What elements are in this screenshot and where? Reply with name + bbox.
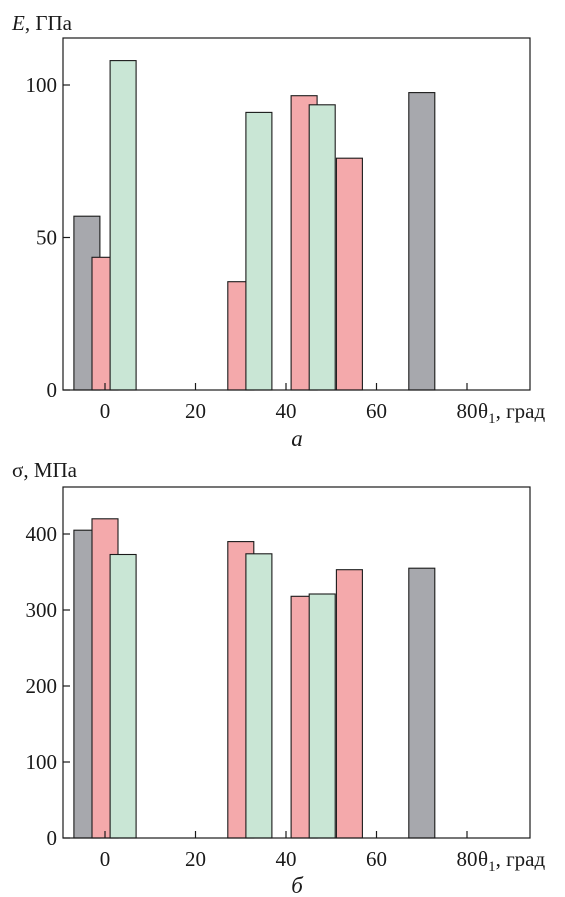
chart-panel-b: 0 100 200 300 400 0 20 40 60 80 σ, МПа θ1, град б (12, 458, 545, 897)
y-tick-label: 400 (26, 522, 58, 546)
x-axis-unit: , град (496, 399, 546, 423)
x-tick-label: 40 (276, 399, 297, 423)
x-tick-label: 20 (185, 399, 206, 423)
x-tick-label: 60 (366, 847, 387, 871)
y-axis-label: σ, МПа (12, 458, 78, 482)
x-tick-label: 80 (457, 399, 478, 423)
bar-gray-8 (408, 92, 436, 391)
x-axis-variable: θ (478, 399, 488, 423)
x-tick-label: 0 (100, 847, 111, 871)
plot-frame (62, 486, 531, 839)
x-axis-subscript: 1 (488, 411, 496, 427)
bar-green-2 (109, 553, 137, 839)
x-tick-label: 60 (366, 399, 387, 423)
x-axis-unit: , град (496, 847, 546, 871)
y-tick-label: 300 (26, 598, 58, 622)
plot-frame (62, 37, 531, 391)
x-axis-label: θ1, град (478, 399, 545, 427)
y-axis-unit: , ГПа (25, 11, 73, 35)
y-tick-label: 200 (26, 674, 58, 698)
y-tick-label: 50 (36, 226, 57, 250)
y-axis-unit: , МПа (23, 458, 77, 482)
x-axis-label: θ1, град (478, 847, 545, 875)
y-tick-label: 0 (47, 826, 58, 850)
y-tick-label: 100 (26, 750, 58, 774)
bar-green-4 (245, 553, 273, 839)
y-axis-variable: σ (12, 458, 23, 482)
x-tick-label: 40 (276, 847, 297, 871)
bar-gray-8 (408, 567, 436, 839)
x-tick-label: 0 (100, 399, 111, 423)
panel-label: б (291, 873, 304, 897)
x-tick-label: 80 (457, 847, 478, 871)
bar-pink-7 (335, 157, 363, 391)
bar-green-4 (245, 111, 273, 391)
y-axis-label: E, ГПа (11, 11, 73, 35)
x-axis-variable: θ (478, 847, 488, 871)
bar-pink-7 (335, 569, 363, 839)
bar-green-6 (308, 593, 336, 839)
bar-green-6 (308, 104, 336, 391)
y-tick-label: 100 (26, 73, 58, 97)
chart-panel-a: 0 50 100 0 20 40 60 80 E, ГПа θ1, град а (11, 11, 545, 451)
bar-green-2 (109, 60, 137, 391)
y-tick-label: 0 (47, 378, 58, 402)
x-axis-subscript: 1 (488, 859, 496, 875)
y-axis-variable: E (11, 11, 25, 35)
x-tick-label: 20 (185, 847, 206, 871)
panel-label: а (291, 426, 303, 451)
